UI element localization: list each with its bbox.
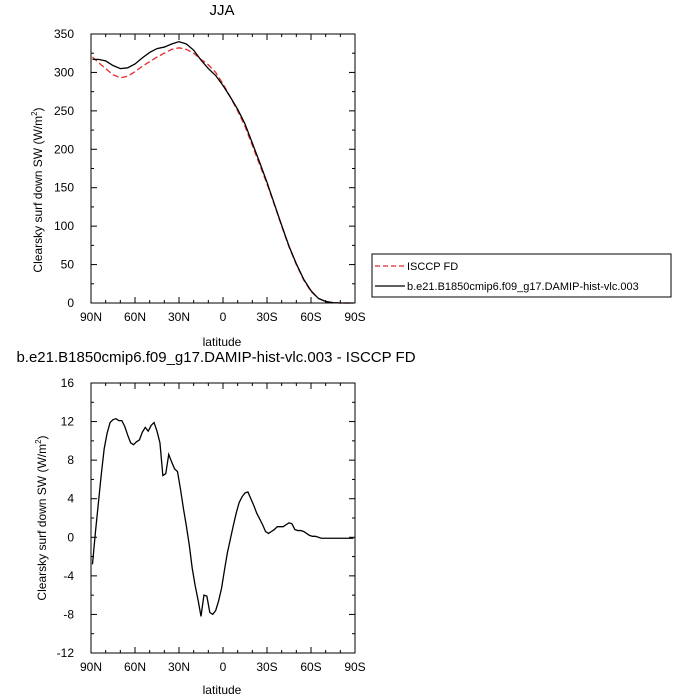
bottom-chart-ytick-label: 16 [61,376,75,390]
top-chart-xtick-label: 60N [124,310,146,324]
bottom-chart-ytick-label: 4 [67,492,74,506]
top-chart-ylabel-sup: 2 [30,111,39,116]
top-chart-ytick-label: 250 [54,104,74,118]
top-chart-ylabel-main: Clearsky surf down SW (W/m [31,116,45,273]
bottom-chart-xtick-label: 60S [300,660,321,674]
top-chart-ylabel-end: ) [31,107,45,111]
top-chart-ytick-label: 50 [61,258,75,272]
bottom-chart-xtick-label: 30S [256,660,277,674]
top-chart-ytick-label: 150 [54,181,74,195]
bottom-chart-ytick-label: 0 [67,530,74,544]
top-chart-xtick-label: 0 [220,310,227,324]
top-chart-xtick-label: 30N [168,310,190,324]
bottom-chart-ytick-label: -8 [63,607,74,621]
bottom-chart-ytick-label: 12 [61,415,75,429]
bottom-chart-title: b.e21.B1850cmip6.f09_g17.DAMIP-hist-vlc.… [16,349,415,366]
top-chart-ylabel: Clearsky surf down SW (W/m2) [30,107,45,272]
bottom-chart-ytick-label: -12 [57,646,75,660]
bottom-chart-xtick-label: 0 [220,660,227,674]
top-chart-series-line-1 [92,41,354,304]
legend-label-model: b.e21.B1850cmip6.f09_g17.DAMIP-hist-vlc.… [407,281,639,293]
bottom-chart-xtick-label: 90S [344,660,365,674]
top-chart-ytick-label: 0 [67,296,74,310]
top-chart-ytick-label: 300 [54,65,74,79]
legend-box [371,253,672,298]
bottom-chart-ylabel: Clearsky surf down SW (W/m2) [34,435,49,600]
bottom-chart-ylabel-end: ) [35,435,49,439]
top-chart-ytick-label: 100 [54,219,74,233]
top-chart-title: JJA [209,2,234,19]
top-chart-legend: ISCCP FD b.e21.B1850cmip6.f09_g17.DAMIP-… [371,253,672,298]
top-chart-xtick-label: 30S [256,310,277,324]
top-chart-xtick-label: 90S [344,310,365,324]
bottom-chart-ylabel-main: Clearsky surf down SW (W/m [35,444,49,601]
bottom-chart-ylabel-sup: 2 [34,439,43,444]
legend-label-isccp: ISCCP FD [407,261,458,273]
top-chart-xlabel: latitude [203,335,242,349]
bottom-chart-xtick-label: 90N [80,660,102,674]
bottom-chart: b.e21.B1850cmip6.f09_g17.DAMIP-hist-vlc.… [16,349,415,697]
bottom-chart-xtick-label: 30N [168,660,190,674]
bottom-chart-ytick-label: -4 [63,569,74,583]
top-chart-xtick-label: 90N [80,310,102,324]
top-chart: JJA latitude Clearsky surf down SW (W/m2… [30,2,672,349]
bottom-chart-ytick-label: 8 [67,453,74,467]
top-chart-ytick-label: 200 [54,142,74,156]
bottom-chart-xtick-label: 60N [124,660,146,674]
top-chart-ytick-label: 350 [54,27,74,41]
top-chart-xtick-label: 60S [300,310,321,324]
bottom-chart-xlabel: latitude [203,683,242,697]
bottom-chart-series-line-0 [91,417,354,617]
bottom-chart-plot-frame [90,382,356,654]
